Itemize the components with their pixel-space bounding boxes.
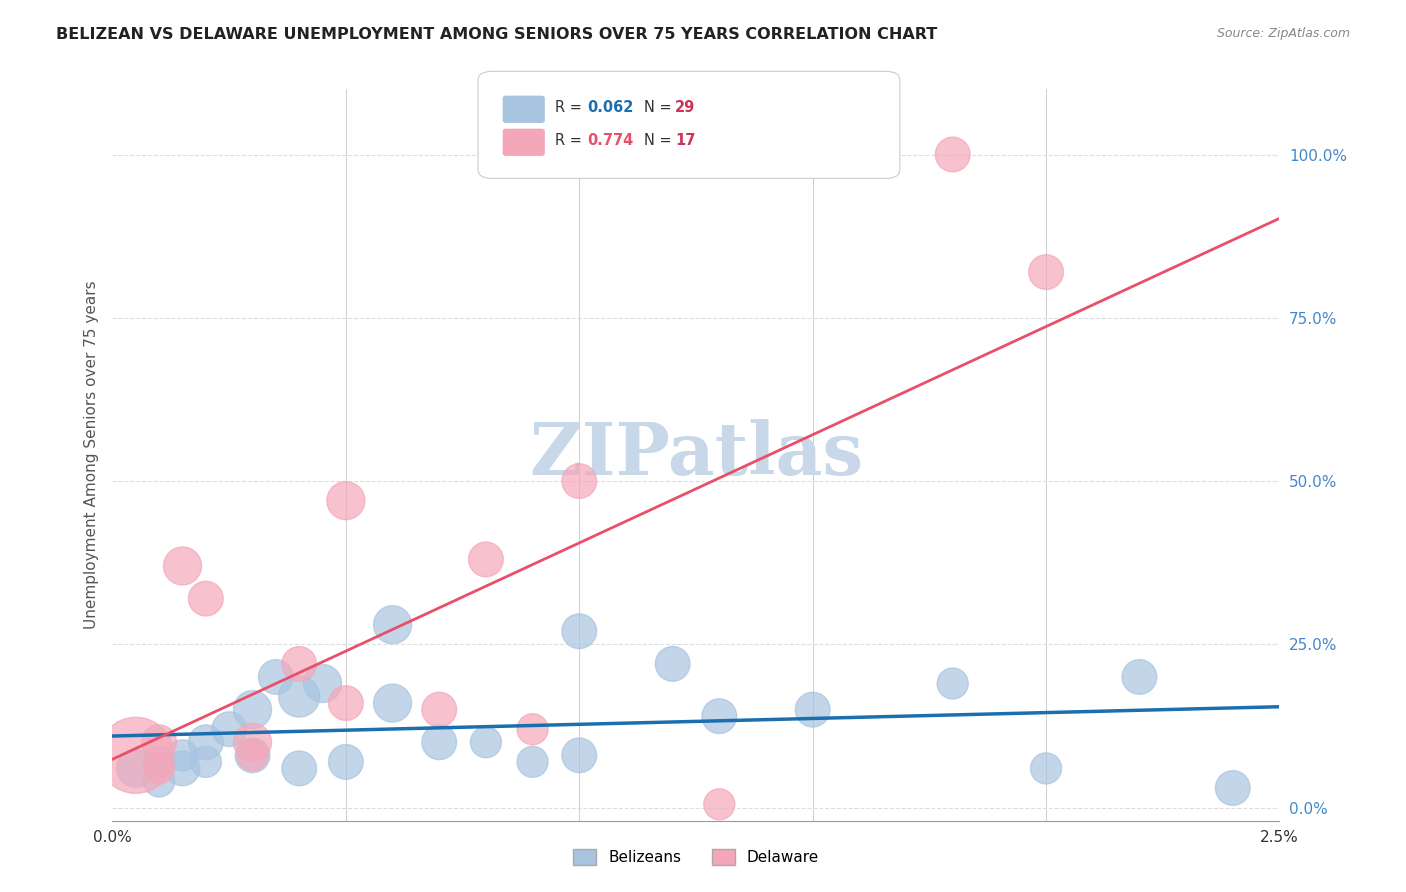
Point	[1035, 761, 1057, 775]
Text: Source: ZipAtlas.com: Source: ZipAtlas.com	[1216, 27, 1350, 40]
Point	[522, 723, 544, 737]
Point	[194, 755, 217, 769]
Point	[568, 474, 591, 488]
Text: N =: N =	[644, 133, 676, 147]
Point	[661, 657, 683, 671]
Point	[427, 703, 450, 717]
Text: ZIPatlas: ZIPatlas	[529, 419, 863, 491]
Point	[288, 657, 311, 671]
Point	[709, 709, 731, 723]
Point	[1035, 265, 1057, 279]
Point	[335, 755, 357, 769]
Point	[475, 735, 498, 749]
Point	[568, 748, 591, 763]
Point	[242, 748, 264, 763]
Point	[568, 624, 591, 639]
Point	[942, 676, 965, 690]
Text: R =: R =	[555, 100, 586, 114]
Text: R =: R =	[555, 133, 586, 147]
Text: 17: 17	[675, 133, 695, 147]
Point	[218, 723, 240, 737]
Point	[335, 696, 357, 710]
Point	[148, 761, 170, 775]
Point	[125, 761, 148, 775]
Point	[148, 755, 170, 769]
Point	[242, 735, 264, 749]
Point	[801, 703, 824, 717]
Point	[942, 147, 965, 161]
Point	[288, 761, 311, 775]
Point	[194, 591, 217, 606]
Text: 0.062: 0.062	[588, 100, 634, 114]
Point	[288, 690, 311, 704]
Y-axis label: Unemployment Among Seniors over 75 years: Unemployment Among Seniors over 75 years	[83, 281, 98, 629]
Point	[311, 676, 333, 690]
Point	[709, 797, 731, 812]
Text: N =: N =	[644, 100, 676, 114]
Text: BELIZEAN VS DELAWARE UNEMPLOYMENT AMONG SENIORS OVER 75 YEARS CORRELATION CHART: BELIZEAN VS DELAWARE UNEMPLOYMENT AMONG …	[56, 27, 938, 42]
Point	[264, 670, 287, 684]
Point	[125, 748, 148, 763]
Point	[172, 558, 194, 573]
Point	[335, 493, 357, 508]
Point	[172, 761, 194, 775]
Point	[1222, 780, 1244, 795]
Point	[148, 735, 170, 749]
Point	[522, 755, 544, 769]
Point	[172, 748, 194, 763]
Point	[242, 703, 264, 717]
Point	[242, 748, 264, 763]
Point	[194, 735, 217, 749]
Text: 29: 29	[675, 100, 695, 114]
Point	[1128, 670, 1150, 684]
Point	[148, 774, 170, 789]
Point	[427, 735, 450, 749]
Text: 0.774: 0.774	[588, 133, 634, 147]
Legend: Belizeans, Delaware: Belizeans, Delaware	[567, 843, 825, 871]
Point	[475, 552, 498, 566]
Point	[381, 617, 404, 632]
Point	[381, 696, 404, 710]
